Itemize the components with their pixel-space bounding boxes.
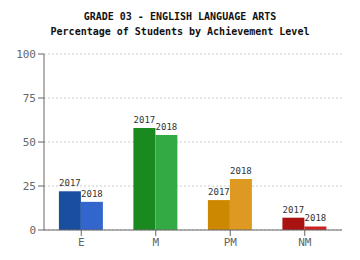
svg-text:M: M — [152, 236, 159, 249]
svg-text:50: 50 — [23, 136, 36, 149]
svg-text:100: 100 — [16, 48, 36, 61]
html-text:GRADE 03 - ENGLISH LANGUAGE AR: GRADE 03 - ENGLISH LANGUAGE ARTS — [83, 11, 277, 22]
svg-text:2018: 2018 — [156, 122, 178, 132]
svg-text:PM: PM — [224, 236, 238, 249]
svg-text:E: E — [78, 236, 85, 249]
svg-text:2018: 2018 — [230, 166, 252, 176]
svg-text:25: 25 — [23, 180, 36, 193]
svg-text:0: 0 — [29, 224, 36, 237]
svg-text:2017: 2017 — [134, 115, 156, 125]
svg-text:2017: 2017 — [208, 187, 230, 197]
svg-text:2017: 2017 — [283, 205, 305, 215]
svg-text:2018: 2018 — [305, 213, 327, 223]
svg-text:NM: NM — [298, 236, 312, 249]
svg-text:2017: 2017 — [59, 178, 81, 188]
html-text:Percentage of Students by Achi: Percentage of Students by Achievement Le… — [50, 26, 310, 37]
svg-text:75: 75 — [23, 92, 36, 105]
svg-text:2018: 2018 — [81, 189, 103, 199]
